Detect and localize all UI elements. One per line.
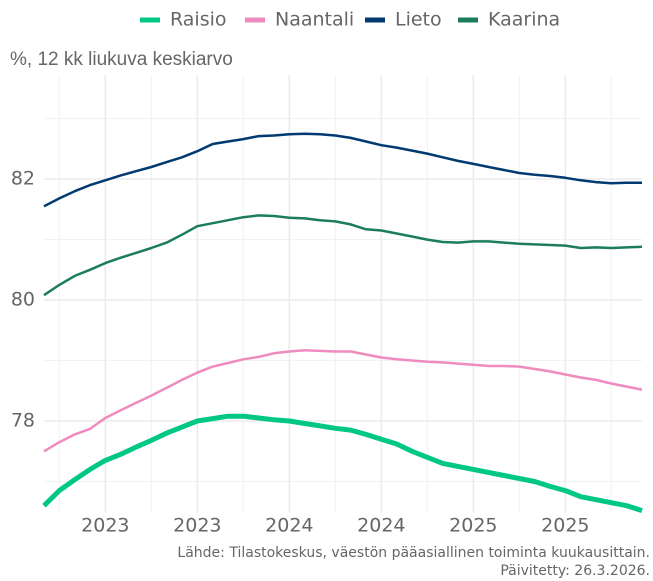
legend-label: Lieto — [395, 9, 442, 31]
x-tick-label: 2025 — [449, 515, 497, 537]
line-series — [43, 214, 643, 297]
x-tick-label: 2024 — [265, 515, 313, 537]
x-tick-label: 2023 — [173, 515, 221, 537]
y-tick-label: 78 — [11, 410, 35, 432]
legend-label: Raisio — [170, 9, 227, 31]
subtitle: %, 12 kk liukuva keskiarvo — [10, 49, 233, 70]
x-tick-label: 2023 — [81, 515, 129, 537]
source: Lähde: Tilastokeskus, väestön pääasialli… — [177, 545, 650, 561]
x-tick-label: 2024 — [357, 515, 405, 537]
line-series — [43, 132, 642, 208]
line-series — [43, 349, 643, 453]
legend-label: Kaarina — [488, 9, 560, 31]
legend-label: Naantali — [275, 9, 354, 31]
line-series — [42, 413, 643, 513]
updated: Päivitetty: 26.3.2026. — [500, 563, 650, 579]
y-tick-label: 80 — [11, 289, 35, 311]
x-tick-label: 2025 — [541, 515, 589, 537]
y-tick-label: 82 — [11, 168, 35, 190]
